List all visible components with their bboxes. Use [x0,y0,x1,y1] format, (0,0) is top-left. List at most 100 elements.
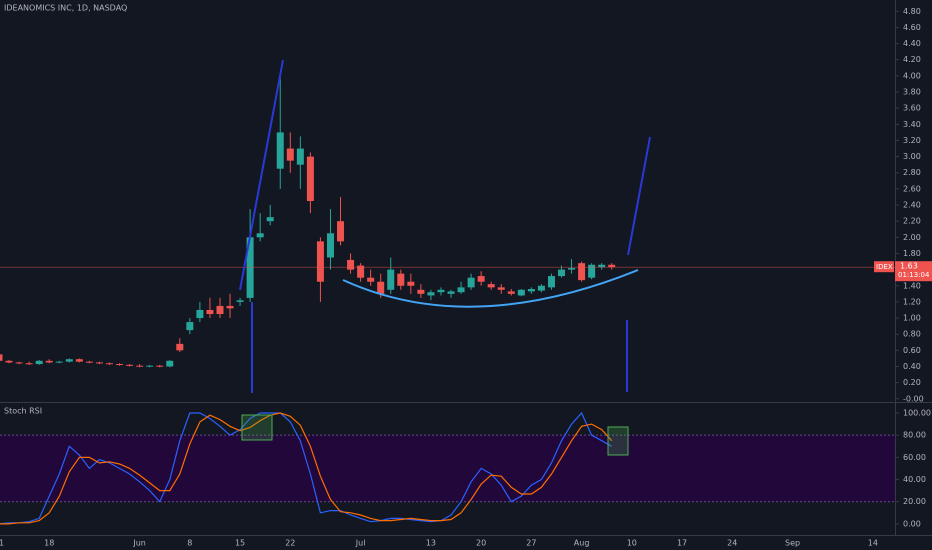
indicator-line [0,411,612,525]
candle-body [337,221,345,242]
candle-body [146,365,154,367]
price-badge [874,261,894,273]
x-tick-label: 14 [868,539,878,548]
y-tick-label: 2.00 [903,233,921,242]
x-tick-label: 10 [627,539,637,548]
y-tick-label: 0.20 [903,378,921,387]
drawings [239,59,651,456]
x-tick-label: 15 [235,539,245,548]
candle-body [85,361,93,363]
candle-body [427,292,435,296]
candle-body [216,305,224,315]
candle-body [0,354,3,361]
x-tick-label: Sep [785,539,800,548]
x-tick-label: 18 [44,539,54,548]
candle-body [166,360,174,367]
x-tick-label: Aug [574,539,590,548]
candle-body [487,284,495,288]
y-tick-label: 4.60 [903,23,921,32]
candle-body [196,309,204,319]
candle-body [95,362,103,364]
candle-body [226,305,234,309]
y-tick-label: 80.00 [903,431,926,440]
candle-body [296,148,304,165]
candle-body [266,217,274,222]
price-badge [895,261,932,282]
y-tick-label: 2.20 [903,217,921,226]
candle-body [588,264,596,278]
candle-body [477,276,485,282]
x-tick-label: 13 [426,539,436,548]
candle-body [326,233,334,258]
candle-body [256,233,264,238]
candle-body [407,281,415,286]
y-tick-label: 4.00 [903,71,921,80]
candle-body [517,289,525,296]
y-tick-label: 3.00 [903,152,921,161]
symbol-label: IDEX [876,263,893,271]
y-tick-label: 0.60 [903,346,921,355]
trend-line [239,59,284,291]
candle-body [186,322,194,331]
x-tick-label: Jul [355,539,366,548]
candle-body [537,285,545,291]
x-tick-label: 17 [677,539,687,548]
indicator-line [0,412,613,525]
y-tick-label: 4.80 [903,7,921,16]
y-tick-label: 2.80 [903,168,921,177]
candle-body [417,289,425,294]
highlight-box [241,414,273,441]
candle-body [206,309,214,315]
indicator-title: Stoch RSI [4,407,42,416]
candle-body [527,288,535,292]
candle-body [65,359,73,362]
x-tick-label: Jun [132,539,146,548]
candle-body [568,268,576,270]
cup-curve [342,269,639,308]
y-tick-label: 3.60 [903,104,921,113]
highlight-box [607,426,629,456]
candle-body [558,269,566,277]
candle-body [246,237,254,298]
y-tick-label: 0.00 [903,519,921,528]
y-tick-label: 1.20 [903,297,921,306]
candle-body [367,277,375,282]
chart-title: IDEANOMICS INC, 1D, NASDAQ [4,4,127,13]
x-tick-label: 22 [285,539,295,548]
trend-line [627,136,651,256]
candle-body [437,289,445,293]
y-tick-label: 4.20 [903,55,921,64]
candle-body [447,291,455,294]
y-tick-label: 2.60 [903,184,921,193]
candle-body [55,361,63,363]
candle-body [357,265,365,278]
candle-body [507,291,515,294]
x-tick-label: 24 [727,539,737,548]
candle-body [306,156,314,201]
candle-body [15,362,23,364]
candle-body [5,360,13,363]
candle-body [497,287,505,290]
candle-body [387,269,395,290]
x-tick-label: 20 [476,539,486,548]
y-tick-label: 2.40 [903,201,921,210]
y-tick-label: 40.00 [903,475,926,484]
candle-body [316,241,324,282]
candle-body [45,360,53,363]
candle-body [608,264,616,268]
candle-body [136,365,144,367]
x-tick-label: 27 [526,539,536,548]
y-tick-label: 0.40 [903,362,921,371]
price-label: 1.63 [900,262,918,271]
y-tick-label: 20.00 [903,497,926,506]
candle-body [35,360,43,365]
y-tick-label: 3.20 [903,136,921,145]
candle-body [467,277,475,288]
candle-body [598,264,606,268]
y-tick-label: 0.80 [903,330,921,339]
candle-body [105,363,113,365]
candle-body [578,263,586,281]
y-tick-label: -0.00 [903,394,924,403]
y-tick-label: 1.40 [903,281,921,290]
